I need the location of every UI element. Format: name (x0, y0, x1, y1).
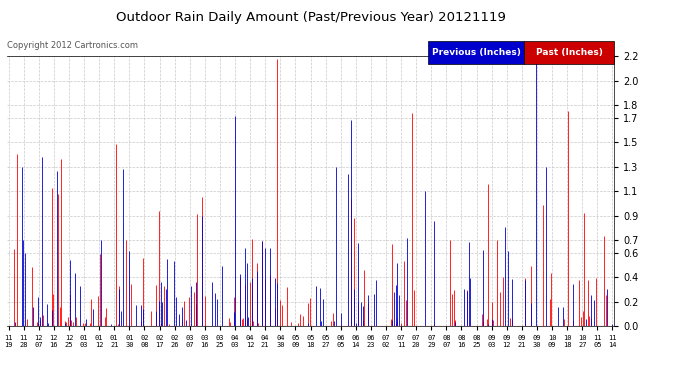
Text: Past (Inches): Past (Inches) (536, 48, 602, 57)
Text: Outdoor Rain Daily Amount (Past/Previous Year) 20121119: Outdoor Rain Daily Amount (Past/Previous… (115, 11, 506, 24)
Text: Previous (Inches): Previous (Inches) (432, 48, 520, 57)
Text: Copyright 2012 Cartronics.com: Copyright 2012 Cartronics.com (7, 41, 138, 50)
